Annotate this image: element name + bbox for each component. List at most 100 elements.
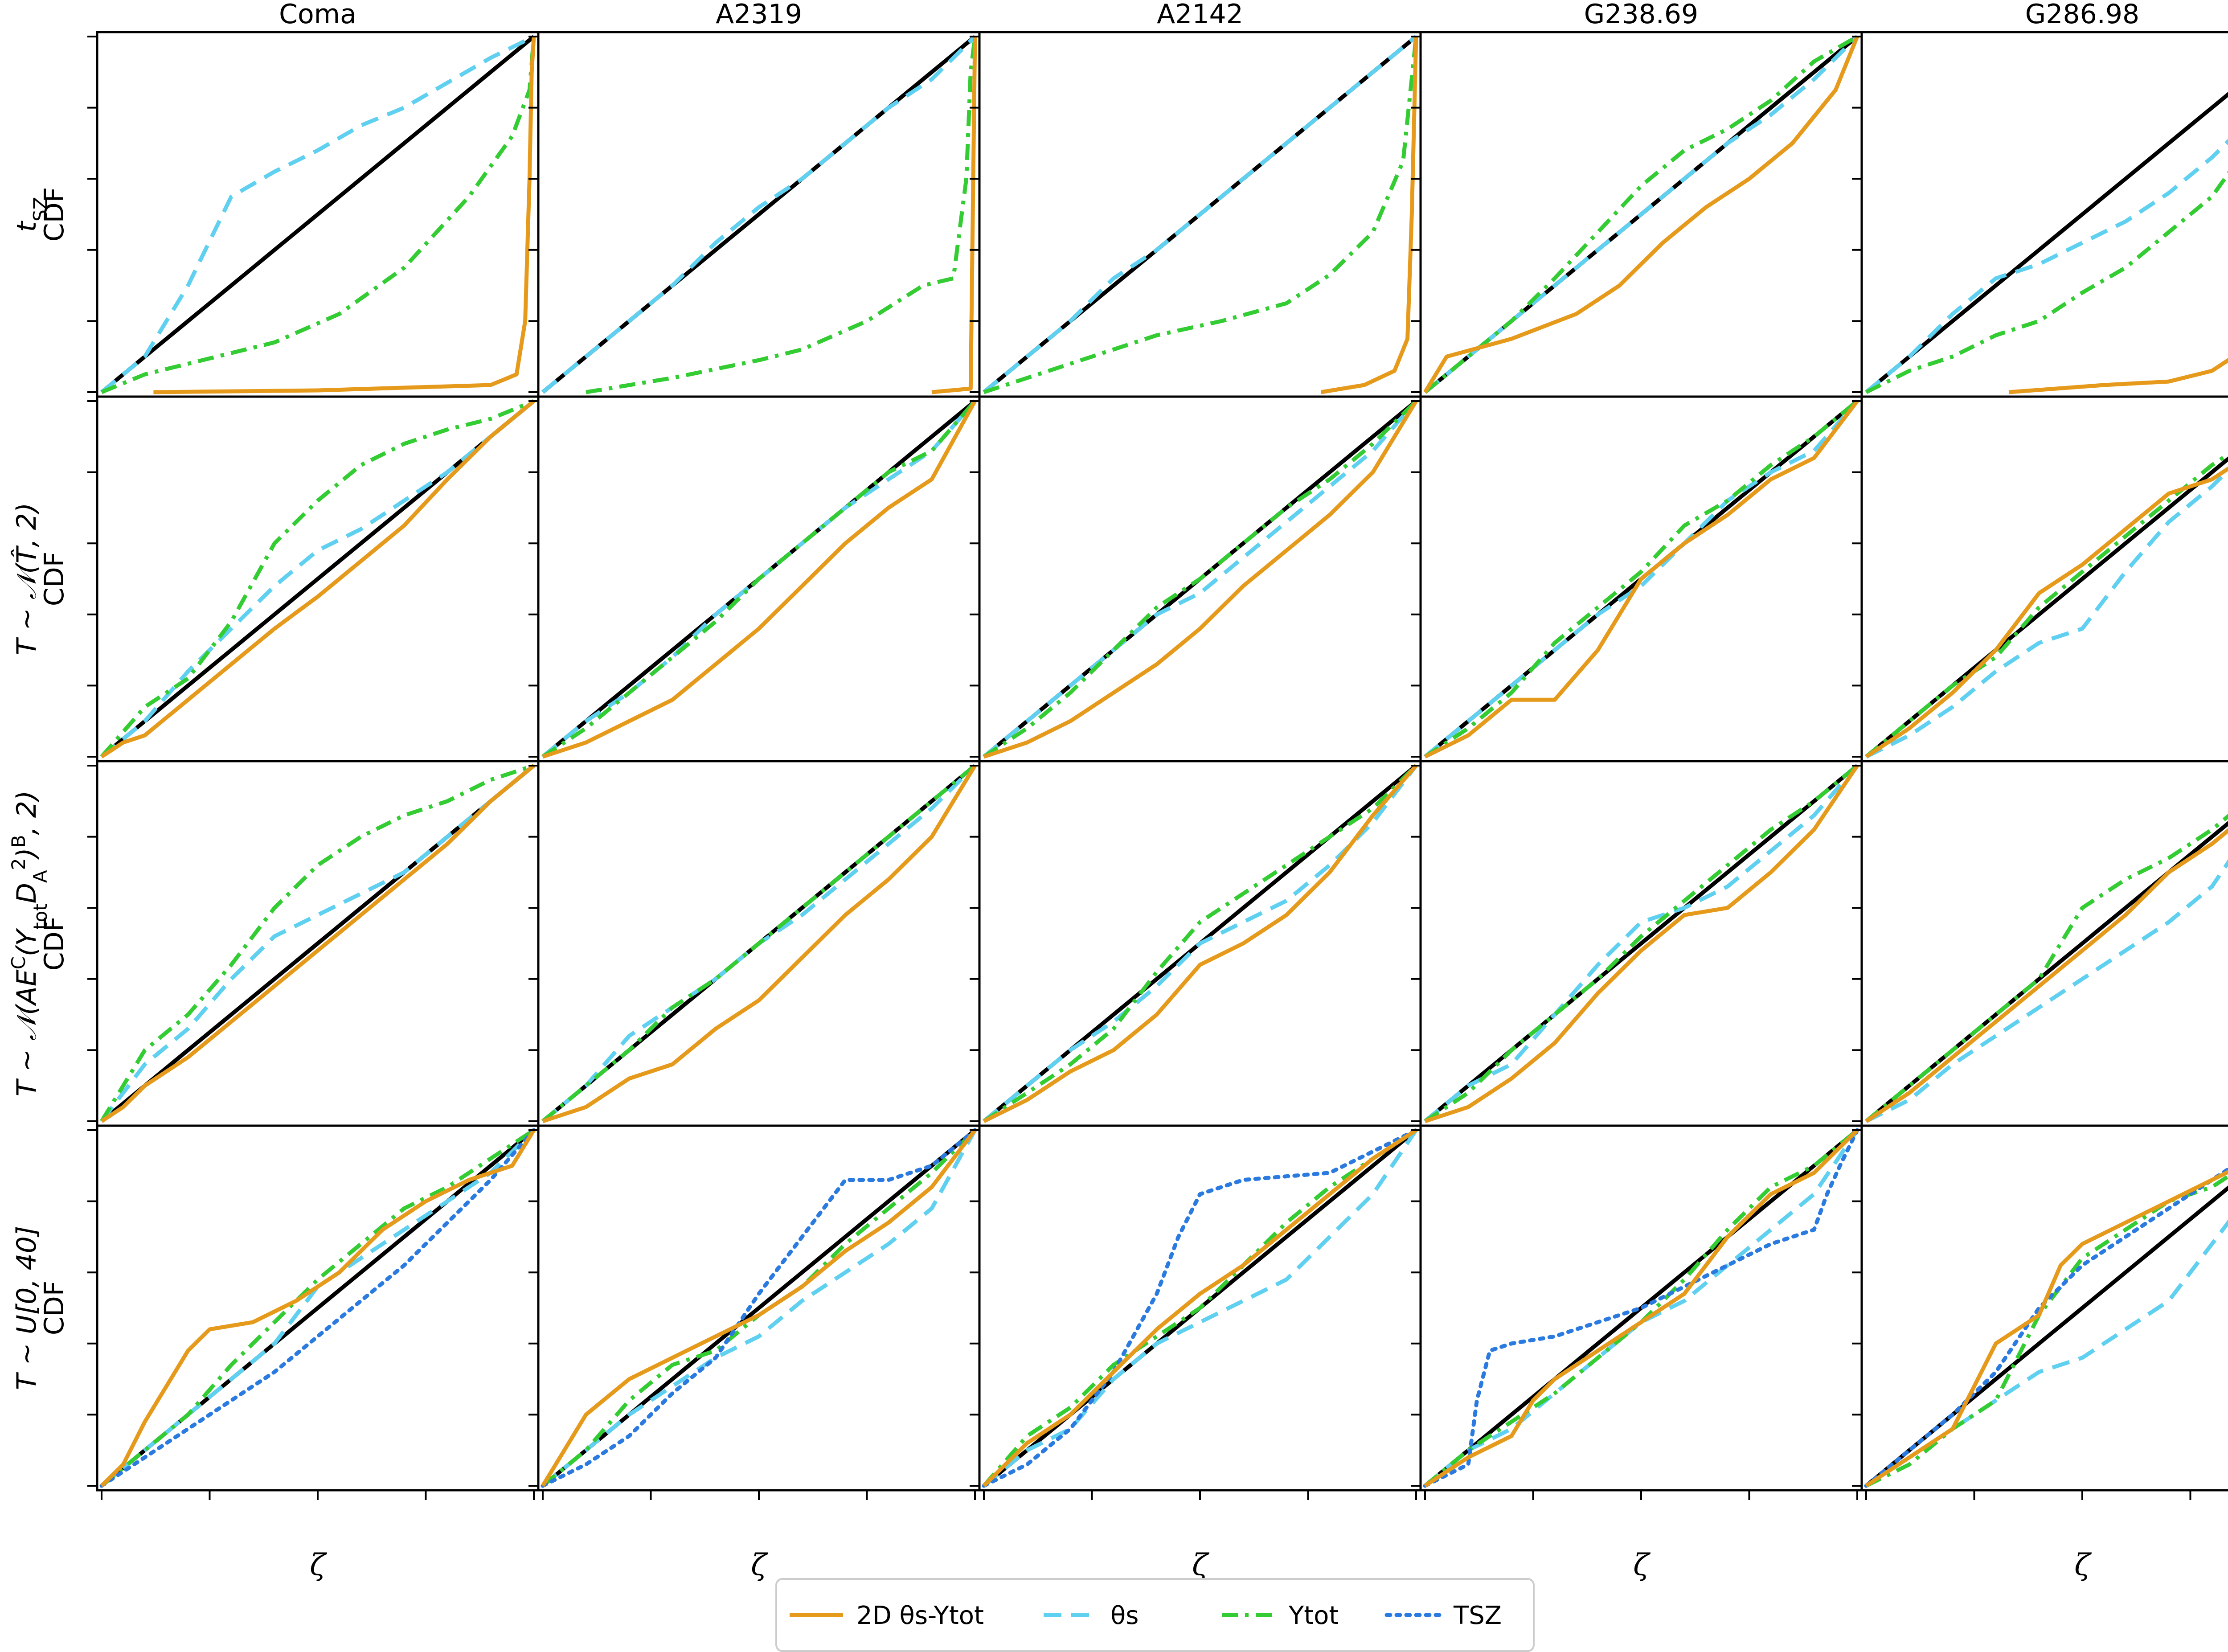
- series-line-2d: [100, 1129, 536, 1488]
- series-line-ytot: [101, 36, 536, 394]
- series-line-theta: [100, 399, 535, 758]
- panel-r0-c2: [970, 31, 1422, 398]
- x-axis-label: ζ: [1192, 1548, 1210, 1582]
- legend-label-2d: 2D θs-Ytot: [856, 1601, 984, 1630]
- panel-background: [1862, 761, 2228, 1126]
- x-axis-label: ζ: [1633, 1548, 1651, 1582]
- panel-background: [1862, 32, 2228, 397]
- panel-r3-c3: [1411, 1124, 1863, 1500]
- series-line-ytot: [100, 399, 535, 758]
- series-line-2d: [983, 764, 1418, 1123]
- column-title: A2319: [716, 0, 802, 30]
- series-line-ytot: [1424, 764, 1859, 1123]
- legend: 2D θs-Ytot θs Ytot TSZ: [775, 1578, 1535, 1652]
- series-line-ytot: [541, 764, 976, 1123]
- panel-r0-c0: [87, 31, 540, 398]
- series-line-2d: [100, 764, 535, 1123]
- x-axis-label: ζ: [310, 1548, 328, 1582]
- row-label-title: T ~ U[0, 40]: [11, 1226, 42, 1390]
- row-label-cdf: CDF: [39, 187, 70, 242]
- row-label-r3: T ~ U[0, 40]CDF: [11, 1226, 70, 1390]
- column-titles: Coma A2319 A2142 G238.69 G286.98: [279, 0, 2139, 30]
- series-line-2d: [1865, 1169, 2228, 1488]
- series-line-theta: [983, 1129, 1418, 1488]
- panel-r3-c2: [970, 1124, 1422, 1500]
- reference-diagonal: [100, 35, 535, 394]
- panel-frame: [1860, 1124, 2228, 1492]
- series-line-ytot: [1865, 170, 2228, 394]
- series-line-2d: [1320, 36, 1418, 394]
- legend-label-ytot: Ytot: [1288, 1601, 1339, 1630]
- row-label-r2: T ~ 𝒩(AEC(YtotDA2)B, 2)CDF: [8, 791, 70, 1097]
- row-label-cdf: CDF: [39, 552, 70, 607]
- series-line-theta: [100, 764, 535, 1123]
- panel-r1-c4: [1852, 395, 2228, 762]
- series-line-2d: [542, 400, 977, 759]
- series-line-theta: [541, 1129, 977, 1488]
- series-line-theta: [100, 34, 535, 394]
- panel-r1-c1: [528, 395, 981, 762]
- panel-r3-c4: [1852, 1124, 2228, 1500]
- series-line-2d: [1424, 1128, 1859, 1488]
- series-line-ytot: [1424, 399, 1859, 758]
- panel-r0-c1: [528, 31, 981, 398]
- series-line-ytot: [1865, 814, 2228, 1123]
- series-line-ytot: [100, 1128, 535, 1488]
- reference-diagonal: [1865, 92, 2228, 394]
- series-line-2d: [542, 764, 977, 1123]
- legend-label-tsz: TSZ: [1453, 1601, 1502, 1630]
- series-line-theta: [1865, 859, 2228, 1123]
- series-line-2d: [1865, 828, 2228, 1123]
- panel-r2-c0: [87, 760, 540, 1127]
- series-line-tsz: [541, 1128, 977, 1488]
- series-line-2d: [1865, 466, 2228, 758]
- series-line-ytot: [100, 763, 535, 1123]
- series-line-ytot: [586, 36, 977, 394]
- column-title: G238.69: [1584, 0, 1698, 30]
- panel-r0-c4: [1852, 31, 2228, 398]
- series-line-ytot: [982, 1128, 1417, 1487]
- series-line-2d: [1424, 764, 1859, 1123]
- panel-r0-c3: [1411, 31, 1863, 398]
- series-line-ytot: [1865, 1174, 2228, 1488]
- series-line-theta: [1424, 1129, 1859, 1488]
- series-line-ytot: [541, 400, 977, 758]
- panel-r3-c1: [528, 1124, 981, 1500]
- series-line-2d: [982, 1128, 1417, 1488]
- panel-r2-c1: [528, 760, 981, 1127]
- series-line-theta: [1865, 467, 2228, 759]
- series-line-ytot: [983, 399, 1418, 758]
- panel-r2-c3: [1411, 760, 1863, 1127]
- series-line-2d: [983, 400, 1418, 759]
- series-line-ytot: [1865, 452, 2228, 758]
- panel-r3-c0: [87, 1124, 540, 1500]
- series-line-tsz: [982, 1128, 1418, 1488]
- series-line-2d: [100, 399, 535, 758]
- panel-r1-c0: [87, 395, 540, 762]
- series-line-ytot: [983, 764, 1418, 1123]
- row-label-title: tSZ: [11, 197, 51, 232]
- column-title: G286.98: [2025, 0, 2139, 30]
- panel-r2-c2: [970, 760, 1422, 1127]
- series-line-2d: [2008, 358, 2228, 394]
- legend-box: [775, 1578, 1535, 1652]
- row-label-cdf: CDF: [39, 916, 70, 971]
- panel-r2-c4: [1852, 760, 2228, 1127]
- column-title: Coma: [279, 0, 356, 30]
- panel-grid: [87, 31, 2228, 1500]
- panel-r1-c2: [970, 395, 1422, 762]
- series-line-2d: [1424, 400, 1859, 759]
- row-label-cdf: CDF: [39, 1281, 70, 1336]
- series-line-2d: [931, 36, 977, 394]
- series-line-theta: [541, 35, 977, 394]
- series-line-theta: [983, 400, 1418, 758]
- series-line-tsz: [1864, 1167, 2228, 1488]
- legend-label-theta: θs: [1110, 1601, 1139, 1630]
- series-line-2d: [1423, 36, 1859, 394]
- series-line-theta: [1424, 764, 1859, 1123]
- series-line-ytot: [1424, 35, 1859, 394]
- x-axis-label: ζ: [751, 1548, 769, 1582]
